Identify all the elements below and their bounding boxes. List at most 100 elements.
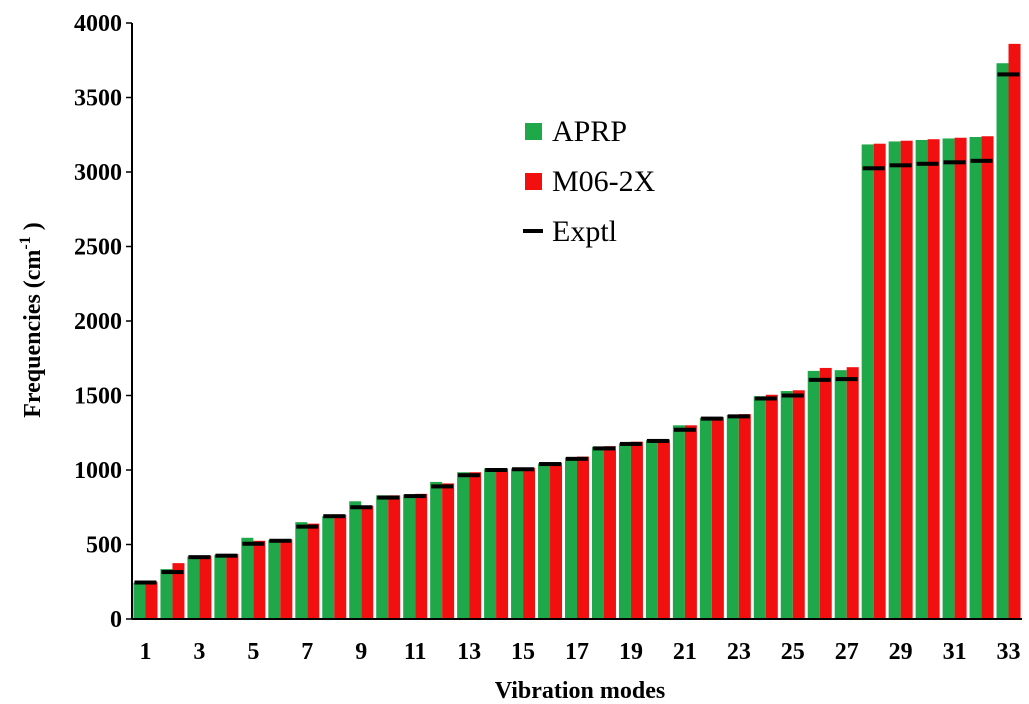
exptl-marker-mode-24 [754, 396, 777, 401]
exptl-marker-mode-17 [566, 456, 588, 461]
x-tick-label: 3 [193, 639, 205, 665]
bar-m06-2x-mode-33 [1008, 43, 1021, 620]
bar-aprp-mode-19 [618, 443, 631, 619]
y-tick-label: 3500 [74, 86, 122, 112]
x-tick-label: 23 [727, 639, 751, 665]
x-tick-label: 33 [997, 639, 1021, 665]
bar-m06-2x-mode-16 [550, 462, 563, 619]
bar-m06-2x-mode-9 [361, 505, 374, 619]
exptl-marker-mode-5 [242, 541, 265, 546]
bar-aprp-mode-6 [268, 540, 281, 619]
bar-m06-2x-mode-19 [630, 441, 643, 619]
y-tick-label: 1000 [74, 458, 122, 484]
x-tick-label: 25 [781, 639, 805, 665]
legend-label-aprp: APRP [552, 115, 627, 148]
x-tick-label: 11 [404, 639, 427, 665]
bar-aprp-mode-5 [241, 537, 254, 619]
exptl-marker-mode-14 [485, 468, 508, 472]
bar-m06-2x-mode-14 [496, 468, 509, 619]
y-axis-title-main: Frequencies (cm [20, 250, 46, 418]
x-tick-label: 13 [457, 639, 481, 665]
bar-m06-2x-mode-2 [172, 563, 185, 620]
y-tick-label: 1500 [74, 384, 122, 410]
x-tick-label: 7 [301, 639, 313, 665]
x-tick-label: 1 [139, 639, 151, 665]
bar-m06-2x-mode-5 [253, 540, 266, 619]
x-tick-label: 19 [619, 639, 643, 665]
exptl-marker-mode-15 [512, 467, 535, 472]
bar-aprp-mode-8 [322, 516, 335, 619]
exptl-marker-mode-25 [781, 393, 804, 398]
bar-aprp-mode-22 [699, 417, 712, 619]
y-axis-title-superscript: -1 [17, 236, 34, 249]
bar-m06-2x-mode-21 [684, 425, 697, 619]
bar-aprp-mode-14 [484, 468, 497, 619]
bar-m06-2x-mode-29 [900, 140, 913, 619]
bar-m06-2x-mode-31 [954, 137, 967, 620]
bar-m06-2x-mode-17 [577, 456, 589, 619]
exptl-marker-mode-8 [323, 514, 346, 519]
exptl-marker-mode-12 [431, 484, 454, 489]
bars-group [133, 43, 1021, 620]
exptl-marker-mode-18 [592, 446, 615, 451]
bar-aprp-mode-13 [457, 472, 470, 619]
bar-aprp-mode-24 [753, 396, 766, 619]
bar-aprp-mode-17 [565, 457, 577, 619]
axes [126, 22, 1022, 620]
bar-m06-2x-mode-13 [469, 472, 482, 619]
exptl-marker-mode-29 [889, 163, 912, 168]
x-tick-label: 5 [247, 639, 259, 665]
exptl-marker-mode-1 [134, 580, 157, 585]
y-tick-label: 2000 [74, 309, 122, 335]
bar-aprp-mode-15 [511, 468, 524, 619]
y-axis-title: Frequencies (cm-1 ) [17, 222, 46, 418]
exptl-marker-mode-20 [646, 438, 669, 443]
exptl-marker-mode-2 [161, 570, 184, 575]
bar-aprp-mode-2 [160, 569, 173, 619]
bar-aprp-mode-25 [780, 391, 793, 619]
bar-aprp-mode-3 [187, 556, 200, 619]
bar-m06-2x-mode-25 [792, 390, 805, 619]
bar-m06-2x-mode-1 [145, 581, 158, 619]
bar-m06-2x-mode-10 [388, 495, 401, 619]
bar-aprp-mode-23 [726, 414, 739, 619]
y-tick-label: 3000 [74, 160, 122, 186]
exptl-marker-mode-22 [700, 416, 723, 421]
exptl-marker-mode-30 [916, 161, 939, 166]
exptl-marker-mode-23 [727, 414, 750, 419]
bar-m06-2x-mode-20 [657, 439, 670, 619]
y-tick-label: 4000 [74, 11, 122, 37]
bar-m06-2x-mode-26 [819, 367, 832, 619]
x-tick-labels: 1 3 5 7 9 11 13 15 17 19 21 23 25 27 29 31 33 [139, 639, 1020, 665]
bar-aprp-mode-28 [861, 144, 874, 619]
y-tick-label: 500 [86, 533, 122, 559]
bar-aprp-mode-11 [403, 494, 416, 619]
bar-m06-2x-mode-15 [523, 467, 536, 619]
exptl-marker-mode-10 [377, 495, 400, 500]
y-tick-label: 2500 [74, 235, 122, 261]
exptl-marker-mode-27 [835, 377, 858, 382]
exptl-markers-group [134, 72, 1020, 585]
x-tick-label: 27 [835, 639, 859, 665]
y-tick-label: 0 [110, 607, 122, 633]
bar-m06-2x-mode-27 [846, 367, 859, 619]
bar-m06-2x-mode-24 [765, 394, 778, 619]
exptl-marker-mode-11 [404, 494, 427, 499]
x-tick-label: 9 [355, 639, 367, 665]
exptl-marker-mode-13 [458, 473, 481, 478]
bar-aprp-mode-31 [942, 138, 955, 619]
bar-m06-2x-mode-12 [442, 483, 455, 619]
legend: APRP M06-2X Exptl [523, 115, 656, 248]
bar-aprp-mode-27 [834, 370, 847, 619]
bar-m06-2x-mode-18 [603, 446, 616, 619]
legend-swatch-exptl [523, 229, 543, 233]
exptl-marker-mode-16 [539, 462, 562, 467]
bar-aprp-mode-26 [807, 370, 820, 619]
bar-m06-2x-mode-4 [226, 554, 239, 619]
x-tick-label: 31 [943, 639, 967, 665]
exptl-marker-mode-21 [673, 427, 696, 432]
exptl-marker-mode-6 [269, 538, 292, 543]
bar-aprp-mode-20 [645, 440, 658, 619]
bar-m06-2x-mode-28 [873, 143, 886, 619]
